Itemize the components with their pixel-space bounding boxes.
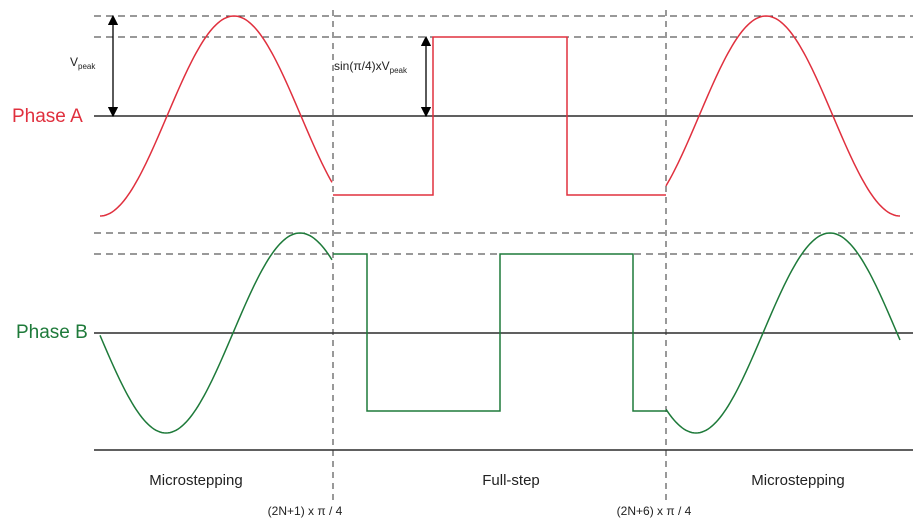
region-label-microstepping-right: Microstepping (751, 472, 844, 489)
region-label-full-step: Full-step (482, 472, 540, 489)
phase-a-waveform (99, 15, 901, 217)
phase-b-waveform (99, 232, 901, 434)
phase-b-sine-right (665, 232, 901, 434)
v-peak-label: Vpeak (70, 55, 96, 71)
phase-a-sine-left (99, 15, 333, 217)
phase-b-sine-left (99, 232, 333, 434)
phase-a-label: Phase A (12, 106, 83, 127)
phase-b-square (333, 253, 666, 412)
sin-peak-label: sin(π/4)xVpeak (334, 59, 408, 75)
phase-a-sine-right (665, 15, 901, 217)
region-label-microstepping-left: Microstepping (149, 472, 242, 489)
phase-b-label: Phase B (16, 322, 88, 343)
phase-a-square (333, 36, 666, 196)
boundary-label-2: (2N+6) x π / 4 (617, 504, 692, 518)
boundary-label-1: (2N+1) x π / 4 (268, 504, 343, 518)
